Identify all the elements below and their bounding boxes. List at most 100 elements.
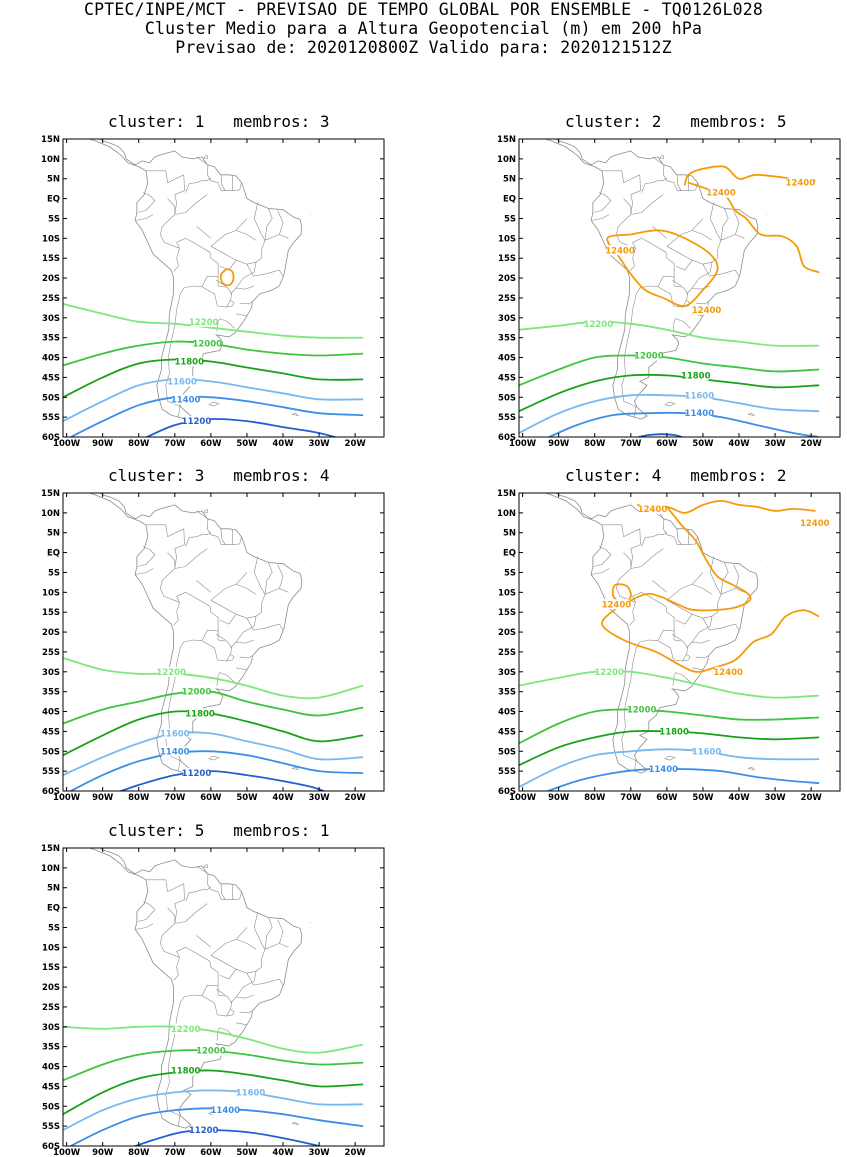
country-border [264,917,273,950]
lon-label: 70W [164,439,186,449]
country-border [702,618,740,631]
coastline [522,139,759,420]
contour-11200 [634,433,685,437]
lat-label: 25S [42,294,60,304]
lat-label: 30S [42,668,60,678]
contour-12200 [63,657,364,700]
country-border [720,208,729,241]
lat-label: EQ [47,904,60,914]
cluster-map-5: 12200 12000 11800 11600 11400 11200 15N 10N 5N EQ… [41,844,385,1157]
lon-label: 50W [236,793,258,803]
island [203,155,208,160]
country-border [277,919,284,944]
contour-label-bg [169,376,196,387]
lon-label: 80W [128,439,150,449]
lat-label: 30S [42,314,60,324]
lon-label: 20W [345,439,367,449]
contour-12000 [63,690,364,725]
country-border [733,564,740,589]
contour-label: 11800 [185,710,215,720]
lon-label: 90W [92,1148,114,1157]
contour-label-bg [158,666,185,677]
country-border [220,883,226,900]
panel-title: cluster: 3 membros: 4 [108,466,330,485]
country-border [160,198,180,272]
country-border [236,994,255,999]
country-border [137,192,156,213]
map-frame [62,138,385,438]
lon-label: 80W [128,793,150,803]
contour-label: 11600 [685,391,715,401]
contour-label-bg [628,704,655,715]
contour-label-bg [176,356,203,367]
contour-12400 [219,268,235,287]
lon-label: 40W [272,793,294,803]
lat-label: 5S [504,568,516,578]
lon-label: 40W [272,439,294,449]
header-line-3: Previsao de: 2020120800Z Valido para: 20… [175,38,672,57]
contour-11400 [68,1107,364,1146]
contour-label-bg [212,1105,239,1116]
lat-label: 20S [498,274,516,284]
country-border [201,630,233,662]
lat-label: 50S [498,393,516,403]
lat-label: 45S [498,373,516,383]
coastline [66,848,303,1129]
lat-label: 15N [497,135,516,145]
contour-label: 12000 [182,688,212,698]
contour-label-bg [183,686,210,697]
island [203,509,208,514]
lon-label: 60W [656,439,678,449]
contour-label: 11800 [174,358,204,368]
lat-label: 10N [41,864,60,874]
country-border [621,287,641,418]
lon-label: 70W [620,793,642,803]
country-border [695,301,709,305]
country-border [165,287,185,418]
country-border [196,156,242,191]
contour-11800 [519,373,820,413]
contour-label-bg [606,245,633,256]
lon-label: 30W [308,439,330,449]
island [659,155,664,160]
country-border [593,192,612,213]
contour-label-bg [682,370,709,381]
lat-label: 15N [41,844,60,854]
contour-11600 [519,393,820,434]
lat-label: 5N [503,529,516,539]
lon-label: 20W [801,439,823,449]
panel-title: cluster: 4 membros: 2 [565,466,787,485]
lat-label: 15S [498,608,516,618]
country-border [226,300,235,308]
contour-12000 [519,708,820,745]
country-border [226,654,235,662]
lat-label: 15N [497,489,516,499]
contour-11200 [118,770,327,791]
country-border [220,528,226,545]
contour-label: 12400 [638,505,668,515]
map-frame [518,138,841,438]
lat-label: 5S [48,568,60,578]
island [203,864,208,869]
lat-label: 20S [42,628,60,638]
lon-label: 80W [128,1148,150,1157]
lat-label: 10S [42,234,60,244]
contour-11600 [63,1089,364,1131]
contour-12200 [63,303,364,339]
contour-label: 12000 [192,340,222,350]
country-border [733,210,740,235]
country-border [720,588,745,595]
contour-12400 [606,229,719,307]
lat-label: 10N [497,155,516,165]
country-border [201,985,233,1017]
panel-title: cluster: 5 membros: 1 [108,821,330,840]
lon-label: 90W [92,793,114,803]
country-border [657,630,689,662]
contour-12400 [637,499,816,514]
lat-label: 60S [498,787,516,797]
country-border [146,170,185,215]
country-border [702,264,740,277]
lon-label: 100W [53,439,81,449]
contour-label-bg [197,1045,224,1056]
lon-label: 50W [692,793,714,803]
